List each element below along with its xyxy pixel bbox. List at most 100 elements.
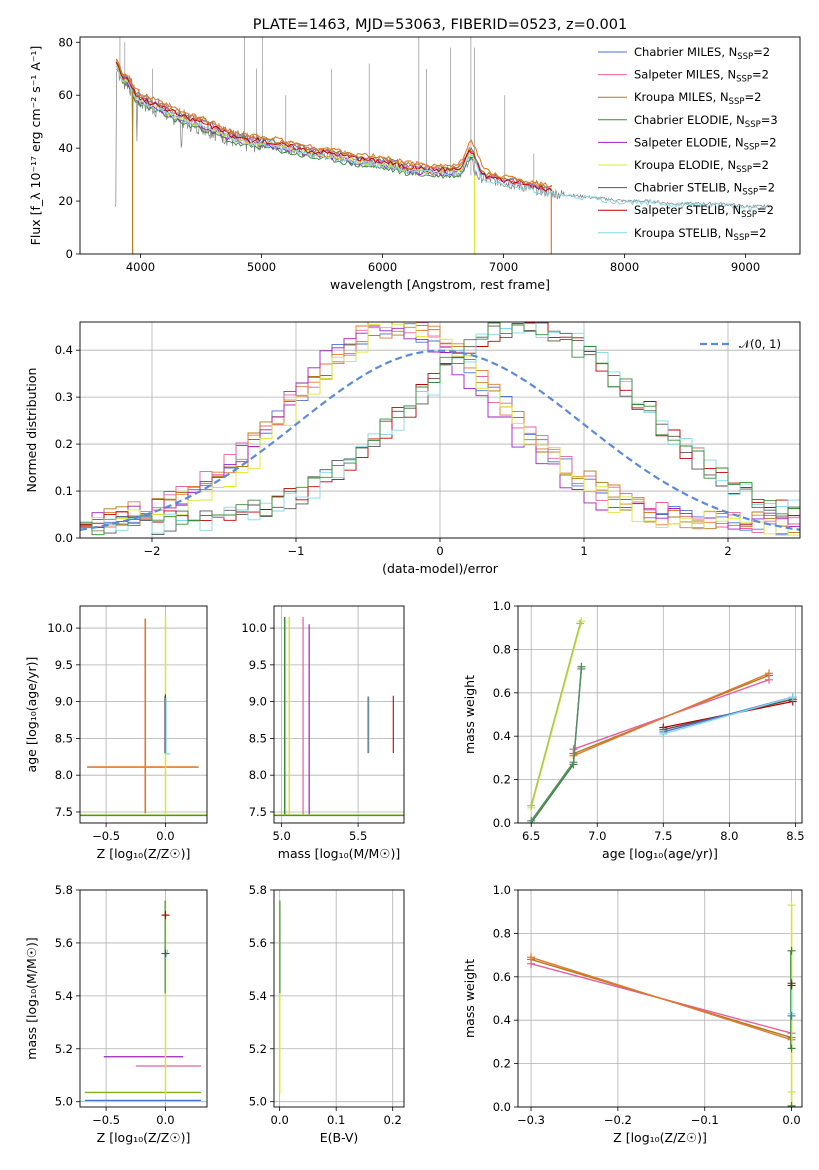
legend-suffix: =2 bbox=[753, 45, 770, 59]
plot-area bbox=[80, 617, 207, 817]
legend-subscript: SSP bbox=[741, 210, 757, 220]
y-tick-label: 5.2 bbox=[249, 1042, 267, 1056]
x-axis-label: Z [log₁₀(Z/Z☉)] bbox=[613, 1130, 707, 1145]
y-tick-label: 5.8 bbox=[249, 883, 267, 897]
x-tick-label: −0.1 bbox=[691, 1113, 719, 1127]
y-tick-label: 0.1 bbox=[55, 484, 73, 498]
x-tick-label: 8.0 bbox=[720, 829, 738, 843]
legend-subscript: SSP bbox=[744, 142, 760, 152]
plot-area bbox=[274, 617, 404, 817]
legend-subscript: SSP bbox=[742, 188, 758, 198]
plot-area bbox=[80, 322, 800, 536]
x-tick-label: 8000 bbox=[610, 260, 639, 274]
y-tick-label: 5.0 bbox=[249, 1095, 267, 1109]
y-tick-label: 80 bbox=[58, 35, 73, 49]
y-tick-label: 7.5 bbox=[55, 805, 73, 819]
panel-massweight-vs-Z: −0.3 −0.2 −0.1 0.0 0.0 0.2 0.4 0.6 0.8 1.0 Z [log₁… bbox=[462, 883, 803, 1145]
y-tick-label: 0.2 bbox=[493, 773, 511, 787]
y-axis-label: Flux [f_λ 10⁻¹⁷ erg cm⁻² s⁻¹ A⁻¹] bbox=[28, 46, 43, 246]
y-tick-label: 9.0 bbox=[55, 695, 73, 709]
y-axis-label: mass weight bbox=[462, 959, 477, 1038]
plot-area bbox=[114, 37, 770, 254]
x-axis-label: Z [log₁₀(Z/Z☉)] bbox=[97, 846, 191, 861]
y-tick-label: 10.0 bbox=[241, 621, 267, 635]
x-tick-label: 6000 bbox=[368, 260, 397, 274]
y-tick-label: 9.5 bbox=[55, 658, 73, 672]
axes-frame bbox=[273, 889, 405, 1108]
y-tick-label: 7.5 bbox=[249, 805, 267, 819]
x-tick-label: −0.2 bbox=[604, 1113, 632, 1127]
legend-subscript: SSP bbox=[736, 75, 752, 85]
y-tick-label: 60 bbox=[58, 88, 73, 102]
y-tick-label: 0.6 bbox=[493, 686, 511, 700]
legend-label: Chabrier STELIB, NSSP=2 bbox=[634, 181, 775, 198]
series-line bbox=[663, 696, 793, 735]
y-axis-label: mass [log₁₀(M/M☉)] bbox=[24, 937, 39, 1059]
legend-label: Kroupa STELIB, NSSP=2 bbox=[634, 226, 766, 243]
y-tick-label: 1.0 bbox=[493, 883, 511, 897]
y-tick-label: 0.0 bbox=[493, 1100, 511, 1114]
y-tick-label: 0.2 bbox=[55, 437, 73, 451]
y-tick-label: 0.0 bbox=[493, 816, 511, 830]
y-tick-label: 0.4 bbox=[493, 1013, 511, 1027]
x-tick-label: −0.5 bbox=[92, 829, 120, 843]
legend-suffix: =2 bbox=[758, 181, 775, 195]
legend-label: Kroupa ELODIE, NSSP=2 bbox=[634, 158, 769, 175]
x-tick-label: 4000 bbox=[126, 260, 155, 274]
y-tick-label: 5.2 bbox=[55, 1042, 73, 1056]
axes-frame bbox=[79, 605, 208, 824]
legend-label: 𝒩(0, 1) bbox=[739, 337, 781, 351]
panel-residuals: −2 −1 0 1 2 0.0 0.1 0.2 0.3 0.4 (data-model)/error… bbox=[24, 321, 801, 576]
axes-frame bbox=[79, 889, 208, 1108]
y-tick-label: 0.3 bbox=[55, 390, 73, 404]
residual-histogram bbox=[80, 322, 800, 536]
y-tick-label: 8.0 bbox=[249, 768, 267, 782]
plot-area bbox=[527, 617, 797, 823]
x-tick-label: −2 bbox=[144, 544, 161, 558]
plot-area bbox=[84, 900, 202, 1101]
x-tick-label: 0.0 bbox=[156, 829, 174, 843]
x-tick-label: 9000 bbox=[731, 260, 760, 274]
x-tick-label: 0.0 bbox=[156, 1113, 174, 1127]
y-tick-label: 9.0 bbox=[249, 695, 267, 709]
x-tick-label: 2 bbox=[724, 544, 731, 558]
x-axis-label: age [log₁₀(age/yr)] bbox=[602, 846, 718, 861]
y-axis-label: Normed distribution bbox=[24, 368, 39, 493]
axes-frame bbox=[79, 36, 801, 255]
x-tick-label: 1 bbox=[580, 544, 587, 558]
axes-frame bbox=[517, 889, 803, 1108]
panel-massweight-vs-age: 6.5 7.0 7.5 8.0 8.5 0.0 0.2 0.4 0.6 0.8 1.0 age [lo… bbox=[462, 599, 805, 861]
x-tick-label: 7.5 bbox=[654, 829, 672, 843]
residual-histogram bbox=[80, 325, 800, 530]
y-tick-label: 9.5 bbox=[249, 658, 267, 672]
y-tick-label: 5.8 bbox=[55, 883, 73, 897]
y-tick-label: 0.0 bbox=[55, 531, 73, 545]
y-tick-label: 8.0 bbox=[55, 768, 73, 782]
series-line bbox=[573, 672, 770, 757]
legend-suffix: =2 bbox=[757, 203, 774, 217]
y-tick-label: 1.0 bbox=[493, 599, 511, 613]
legend-subscript: SSP bbox=[737, 52, 753, 62]
residual-histogram bbox=[80, 322, 800, 536]
series-line bbox=[530, 623, 581, 806]
legend-subscript: SSP bbox=[729, 97, 745, 107]
y-tick-label: 5.6 bbox=[249, 936, 267, 950]
x-tick-label: 5.0 bbox=[272, 829, 290, 843]
panel-age-vs-mass: 5.0 5.5 7.5 8.0 8.5 9.0 9.5 10.0 mass [log₁₀(M/M… bbox=[241, 605, 405, 861]
y-tick-label: 8.5 bbox=[249, 731, 267, 745]
legend-label: Salpeter STELIB, NSSP=2 bbox=[634, 203, 774, 220]
model-spectrum-line bbox=[116, 69, 474, 180]
series-line bbox=[530, 956, 792, 1041]
legend-suffix: =2 bbox=[749, 226, 766, 240]
axes-frame bbox=[273, 605, 405, 824]
legend-suffix: =2 bbox=[744, 90, 761, 104]
legend: Chabrier MILES, NSSP=2 Salpeter MILES, NS… bbox=[598, 45, 778, 243]
x-tick-label: −0.3 bbox=[517, 1113, 545, 1127]
legend-suffix: =2 bbox=[760, 135, 777, 149]
x-tick-label: 5.5 bbox=[349, 829, 367, 843]
y-tick-label: 20 bbox=[58, 194, 73, 208]
x-tick-label: 7.0 bbox=[588, 829, 606, 843]
y-tick-label: 10.0 bbox=[47, 621, 73, 635]
legend-subscript: SSP bbox=[745, 120, 761, 130]
